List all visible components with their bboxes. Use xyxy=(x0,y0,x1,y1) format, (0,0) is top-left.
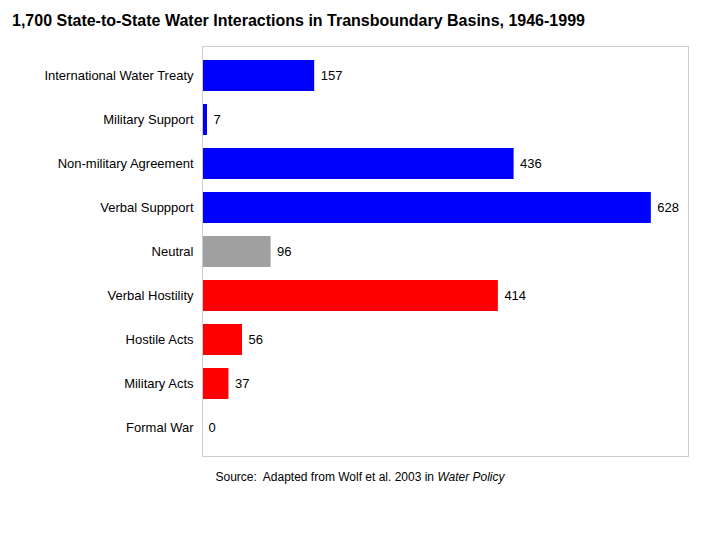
svg-text:157: 157 xyxy=(321,68,343,83)
html-text:Source: Adapted from Wolf et a: Source: Adapted from Wolf et al. 2003 in… xyxy=(215,470,505,484)
svg-text:Formal War: Formal War xyxy=(126,420,194,435)
svg-text:Military Acts: Military Acts xyxy=(124,376,194,391)
svg-text:628: 628 xyxy=(657,200,679,215)
svg-text:Hostile Acts: Hostile Acts xyxy=(126,332,194,347)
svg-text:56: 56 xyxy=(249,332,263,347)
svg-text:Non-military Agreement: Non-military Agreement xyxy=(58,156,194,171)
svg-text:Verbal Hostility: Verbal Hostility xyxy=(108,288,194,303)
html-text:1,700 State-to-State Water Int: 1,700 State-to-State Water Interactions … xyxy=(12,12,585,29)
svg-text:96: 96 xyxy=(277,244,291,259)
svg-text:7: 7 xyxy=(214,112,221,127)
svg-text:Verbal Suppport: Verbal Suppport xyxy=(100,200,194,215)
svg-text:Military Support: Military Support xyxy=(103,112,194,127)
svg-text:37: 37 xyxy=(235,376,249,391)
svg-text:0: 0 xyxy=(209,420,216,435)
svg-text:International Water Treaty: International Water Treaty xyxy=(44,68,194,83)
svg-text:436: 436 xyxy=(520,156,542,171)
svg-text:414: 414 xyxy=(504,288,526,303)
svg-text:Neutral: Neutral xyxy=(152,244,194,259)
